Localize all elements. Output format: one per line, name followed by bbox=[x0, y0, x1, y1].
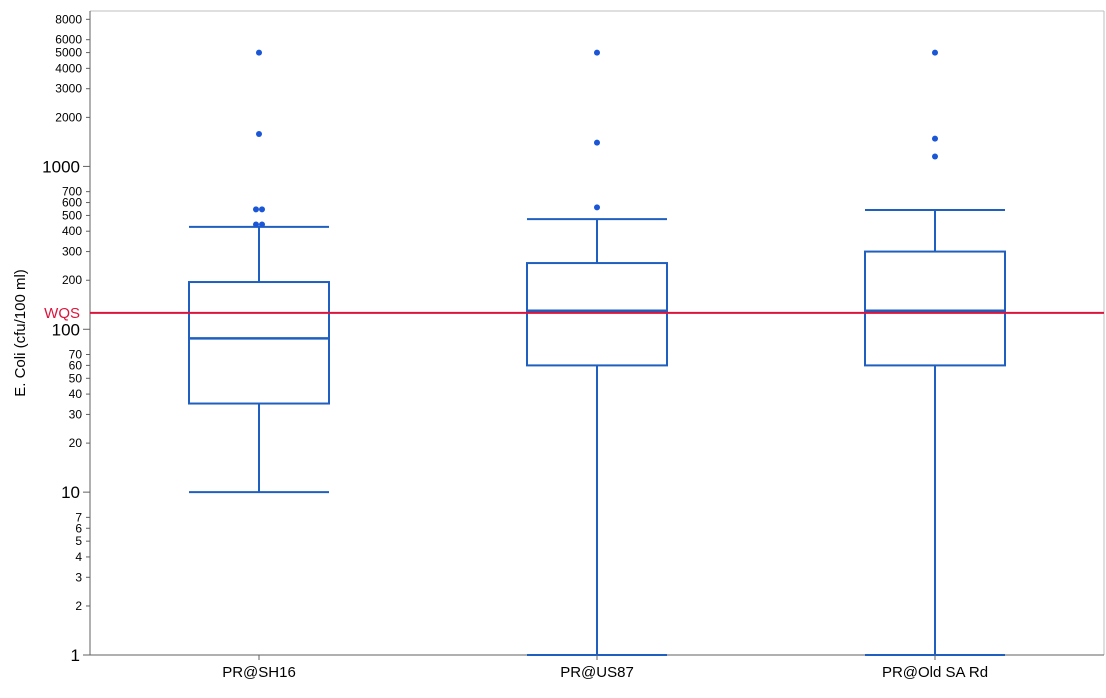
y-tick-label: 600 bbox=[62, 196, 82, 210]
y-tick-label: 20 bbox=[69, 436, 83, 450]
y-axis-title: E. Coli (cfu/100 ml) bbox=[12, 269, 29, 397]
y-tick-label: 3000 bbox=[55, 82, 82, 96]
outlier-point bbox=[594, 204, 600, 211]
y-tick-label: 5 bbox=[75, 534, 82, 548]
y-tick-label: 6 bbox=[75, 521, 82, 535]
wqs-reference-label: WQS bbox=[44, 305, 80, 322]
outlier-point bbox=[932, 49, 938, 56]
y-tick-label: 2000 bbox=[55, 110, 82, 124]
y-tick-label: 5000 bbox=[55, 46, 82, 60]
iqr-box bbox=[188, 281, 330, 405]
outlier-point bbox=[259, 221, 265, 228]
iqr-box bbox=[526, 262, 668, 367]
y-tick-label: 40 bbox=[69, 387, 83, 401]
y-tick-label: 100 bbox=[52, 320, 80, 339]
y-tick-label: 500 bbox=[62, 208, 82, 222]
iqr-box bbox=[864, 250, 1006, 367]
y-tick-label: 7 bbox=[75, 510, 82, 524]
box-1 bbox=[188, 49, 330, 494]
y-tick-label: 60 bbox=[69, 358, 83, 372]
y-tick-label: 3 bbox=[75, 570, 82, 584]
outlier-point bbox=[932, 153, 938, 160]
outlier-point bbox=[259, 206, 265, 213]
y-tick-label: 300 bbox=[62, 245, 82, 259]
outlier-point bbox=[594, 49, 600, 56]
outlier-point bbox=[256, 131, 262, 138]
box-2 bbox=[526, 49, 668, 656]
reference-line-group: WQS bbox=[44, 305, 1104, 322]
y-tick-label: 1 bbox=[71, 646, 80, 665]
y-tick-label: 6000 bbox=[55, 33, 82, 47]
outlier-point bbox=[594, 139, 600, 146]
outlier-point bbox=[256, 49, 262, 56]
y-tick-label: 50 bbox=[69, 371, 83, 385]
y-tick-label: 200 bbox=[62, 273, 82, 287]
x-category-label: PR@Old SA Rd bbox=[882, 664, 988, 681]
box-series bbox=[188, 49, 1006, 656]
outlier-point bbox=[253, 221, 259, 228]
box-3 bbox=[864, 49, 1006, 656]
x-category-label: PR@SH16 bbox=[222, 664, 296, 681]
outlier-point bbox=[253, 206, 259, 213]
y-tick-label: 10 bbox=[61, 483, 80, 502]
y-tick-label: 1000 bbox=[42, 157, 80, 176]
y-tick-label: 2 bbox=[75, 599, 82, 613]
x-axis: PR@SH16 PR@US87 PR@Old SA Rd bbox=[222, 655, 988, 681]
y-tick-label: 8000 bbox=[55, 12, 82, 26]
y-tick-label: 4 bbox=[75, 550, 82, 564]
y-tick-label: 700 bbox=[62, 185, 82, 199]
y-tick-label: 70 bbox=[69, 348, 83, 362]
y-tick-label: 4000 bbox=[55, 61, 82, 75]
x-category-label: PR@US87 bbox=[560, 664, 634, 681]
y-tick-label: 30 bbox=[69, 407, 83, 421]
y-tick-label: 400 bbox=[62, 224, 82, 238]
outlier-point bbox=[932, 135, 938, 142]
